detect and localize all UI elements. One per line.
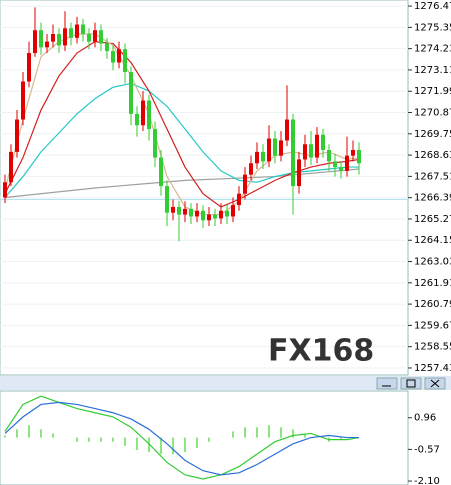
candle-body [9, 151, 13, 183]
candle-body [309, 144, 313, 158]
candle-body [261, 151, 265, 162]
candle-body [33, 30, 37, 54]
candle-body [123, 49, 127, 73]
candle-body [87, 34, 91, 42]
y-tick-label: 1257.43 [414, 363, 451, 374]
y-tick-label: 1275.35 [414, 22, 451, 33]
candle-body [153, 129, 157, 158]
y-tick-label: 1259.67 [414, 320, 451, 331]
minimize-button[interactable] [376, 377, 398, 390]
candle-body [267, 138, 271, 162]
candle-body [135, 113, 139, 126]
y-tick-label: 1263.03 [414, 257, 451, 268]
candle-body [201, 210, 205, 221]
candle-body [249, 163, 253, 175]
candle-body [171, 206, 175, 213]
y-tick-label: 1266.39 [414, 193, 451, 204]
candle-body [207, 214, 211, 221]
candle-body [27, 53, 31, 82]
candle-body [177, 206, 181, 215]
indicator-line [4, 395, 360, 480]
maximize-icon [406, 379, 416, 388]
candle-body [57, 34, 61, 46]
candle-body [147, 100, 151, 130]
candle-body [63, 28, 67, 46]
y-tick-label: 1269.75 [414, 129, 451, 140]
candle-body [141, 100, 145, 126]
candle-body [315, 134, 319, 158]
candle-body [321, 134, 325, 150]
candle-body [129, 72, 133, 114]
candle-body [255, 151, 259, 164]
candle-body [291, 119, 295, 187]
candle-body [189, 208, 193, 217]
candle-body [183, 208, 187, 215]
indicator-line [4, 41, 360, 208]
y-tick-label: 1273.11 [414, 65, 451, 76]
maximize-button[interactable] [400, 377, 422, 390]
candle-body [99, 30, 103, 44]
y-tick-label: 1271.99 [414, 86, 451, 97]
candle-body [345, 155, 349, 171]
indicator-line [4, 168, 360, 199]
candle-body [117, 49, 121, 63]
candle-body [333, 161, 337, 168]
candle-body [273, 138, 277, 156]
panel-separator [0, 376, 451, 390]
candle-body [225, 210, 229, 217]
y-tick-label: 1268.63 [414, 150, 451, 161]
candle-body [279, 140, 283, 156]
candle-body [231, 205, 235, 217]
candle-body [327, 149, 331, 162]
candle-body [351, 149, 355, 156]
candle-body [357, 149, 361, 164]
y-tick-label: 1270.87 [414, 108, 451, 119]
candle-body [213, 214, 217, 219]
candle-body [285, 119, 289, 141]
y-tick-label: -2.10 [414, 476, 440, 485]
candle-body [237, 193, 241, 206]
candle-body [105, 43, 109, 52]
candle-body [81, 24, 85, 35]
candle-body [297, 159, 301, 187]
candle-body [303, 144, 307, 160]
candle-body [219, 210, 223, 219]
candle-body [3, 182, 7, 198]
candle-body [195, 210, 199, 217]
y-tick-label: 1258.55 [414, 342, 451, 353]
panel-buttons[interactable] [376, 377, 446, 390]
candle-body [21, 81, 25, 120]
candle-body [45, 41, 49, 48]
candle-body [75, 24, 79, 38]
candle-body [39, 30, 43, 48]
candle-body [159, 157, 163, 187]
macd-panel [0, 390, 409, 485]
y-tick-label: 1274.23 [414, 44, 451, 55]
y-tick-label: -0.57 [414, 444, 440, 455]
y-tick-label: 1276.47 [414, 1, 451, 12]
y-tick-label: 1261.91 [414, 278, 451, 289]
candle-body [51, 34, 55, 42]
watermark: FX168 [268, 334, 374, 369]
y-tick-label: 0.96 [414, 413, 436, 424]
indicator-line [4, 401, 359, 476]
candle-body [243, 174, 247, 194]
y-tick-label: 1267.51 [414, 171, 451, 182]
candle-body [93, 30, 97, 42]
y-tick-label: 1260.79 [414, 299, 451, 310]
candle-body [15, 119, 19, 152]
main-panel [0, 0, 409, 376]
candle-body [339, 167, 343, 171]
y-tick-label: 1264.15 [414, 235, 451, 246]
indicator-line [4, 82, 359, 198]
y-tick-label: 1265.27 [414, 214, 451, 225]
candle-body [165, 186, 169, 213]
close-icon [430, 379, 440, 388]
candle-body [111, 51, 115, 63]
candle-body [69, 28, 73, 38]
